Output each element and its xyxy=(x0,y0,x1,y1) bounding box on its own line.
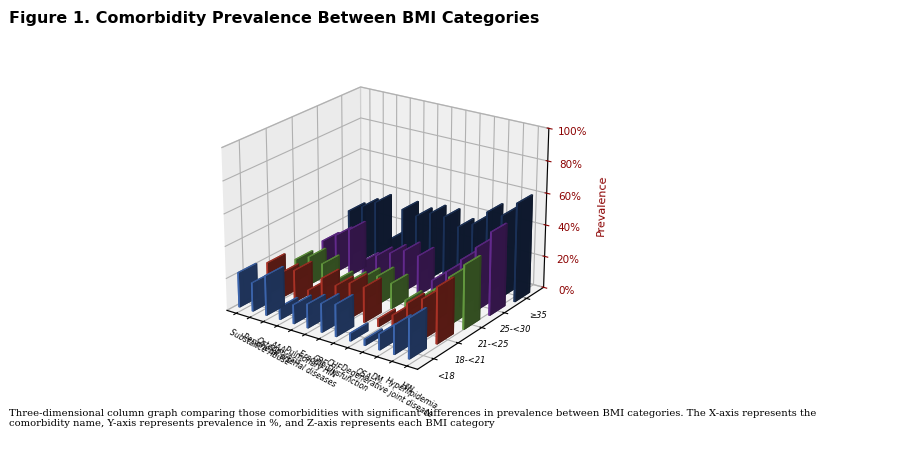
Text: Three-dimensional column graph comparing those comorbidities with significant di: Three-dimensional column graph comparing… xyxy=(9,409,816,428)
Text: Figure 1. Comorbidity Prevalence Between BMI Categories: Figure 1. Comorbidity Prevalence Between… xyxy=(9,11,539,26)
